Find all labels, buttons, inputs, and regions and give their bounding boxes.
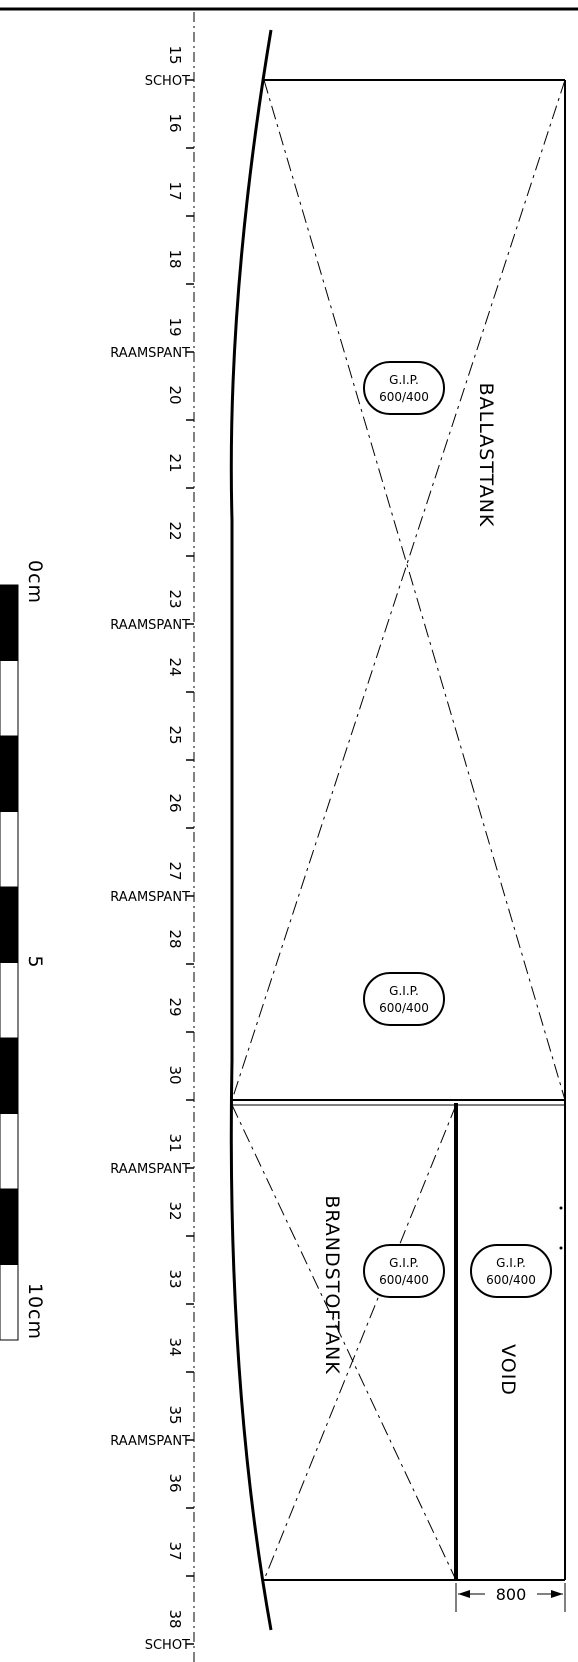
frame-label-23: RAAMSPANT (110, 618, 190, 633)
frame-label-35: RAAMSPANT (110, 1434, 190, 1449)
frame-number-26: 26 (166, 793, 184, 812)
frame-number-22: 22 (166, 521, 184, 540)
gip-badge-4: G.I.P. 600/400 (470, 1244, 552, 1298)
frame-number-25: 25 (166, 725, 184, 744)
dimension-800-value: 800 (496, 1585, 527, 1604)
scale-segment-10 (0, 1264, 19, 1341)
frame-number-32: 32 (166, 1201, 184, 1220)
ballast-tank-label: BALLASTTANK (475, 383, 497, 528)
frame-number-16: 16 (166, 113, 184, 132)
scale-bar (0, 584, 19, 1341)
scale-segment-3 (0, 735, 19, 812)
frame-number-24: 24 (166, 657, 184, 676)
frame-label-31: RAAMSPANT (110, 1162, 190, 1177)
frame-label-38: SCHOT (145, 1638, 190, 1653)
scale-segment-6 (0, 962, 19, 1039)
svg-text:G.I.P.: G.I.P. (389, 984, 419, 998)
scale-end-label: 10cm (24, 1283, 46, 1340)
frame-number-38: 38 (166, 1609, 184, 1628)
frame-number-36: 36 (166, 1473, 184, 1492)
scale-segment-8 (0, 1113, 19, 1190)
scale-start-label: 0cm (24, 560, 46, 604)
svg-text:G.I.P.: G.I.P. (389, 373, 419, 387)
svg-text:600/400: 600/400 (379, 390, 429, 404)
frame-number-30: 30 (166, 1065, 184, 1084)
void-label: VOID (497, 1344, 519, 1396)
scale-segment-7 (0, 1037, 19, 1114)
dimension-800: 800 (455, 1583, 566, 1612)
fuel-tank-label: BRANDSTOFTANK (321, 1195, 343, 1374)
frame-number-29: 29 (166, 997, 184, 1016)
scale-segment-2 (0, 660, 19, 737)
frame-number-27: 27 (166, 861, 184, 880)
frame-number-20: 20 (166, 385, 184, 404)
scale-middle-label: 5 (24, 955, 46, 968)
frame-number-33: 33 (166, 1269, 184, 1288)
frame-number-18: 18 (166, 249, 184, 268)
frame-label-15: SCHOT (145, 74, 190, 89)
frame-number-28: 28 (166, 929, 184, 948)
frame-number-34: 34 (166, 1337, 184, 1356)
ballast-tank (231, 79, 566, 1580)
frame-label-19: RAAMSPANT (110, 346, 190, 361)
scale-segment-1 (0, 584, 19, 661)
svg-text:600/400: 600/400 (486, 1273, 536, 1287)
frame-number-31: 31 (166, 1133, 184, 1152)
svg-text:G.I.P.: G.I.P. (496, 1256, 526, 1270)
scale-segment-9 (0, 1188, 19, 1265)
frame-number-21: 21 (166, 453, 184, 472)
svg-text:600/400: 600/400 (379, 1001, 429, 1015)
frame-number-19: 19 (166, 317, 184, 336)
svg-text:600/400: 600/400 (379, 1273, 429, 1287)
gip-badge-1: G.I.P. 600/400 (363, 361, 445, 415)
frame-label-27: RAAMSPANT (110, 890, 190, 905)
frame-number-37: 37 (166, 1541, 184, 1560)
frame-number-35: 35 (166, 1405, 184, 1424)
gip-badge-3: G.I.P. 600/400 (363, 1244, 445, 1298)
scale-segment-5 (0, 886, 19, 963)
gip-badge-2: G.I.P. 600/400 (363, 972, 445, 1026)
svg-text:G.I.P.: G.I.P. (389, 1256, 419, 1270)
fuel-tank (231, 1103, 565, 1581)
scale-segment-4 (0, 811, 19, 888)
frame-number-15: 15 (166, 45, 184, 64)
frame-marks: 15 SCHOT 16 17 18 19 RAAMSPANT 20 21 22 23 RAAMSPAN… (110, 45, 194, 1653)
frame-number-23: 23 (166, 589, 184, 608)
frame-number-17: 17 (166, 181, 184, 200)
hull-curve (229, 29, 273, 1631)
